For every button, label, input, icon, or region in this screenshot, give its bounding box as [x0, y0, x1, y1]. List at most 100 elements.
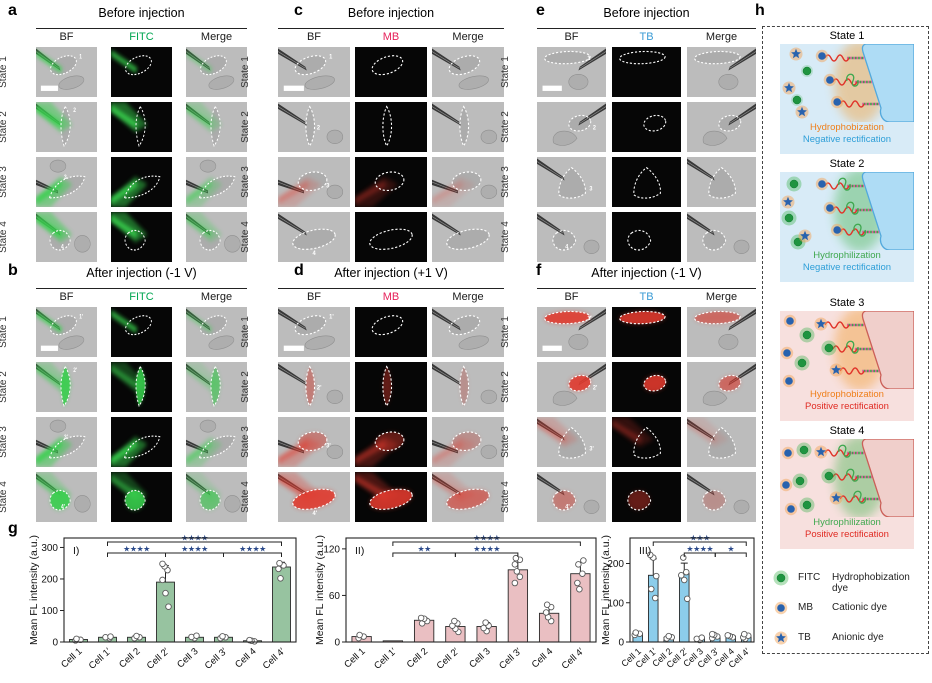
state-2-caption-2: Negative rectification	[802, 261, 892, 273]
state-1-caption-1: Hydrophobization	[810, 122, 884, 133]
svg-text:200: 200	[607, 559, 624, 570]
panel-a-state-label-1: State 1	[0, 56, 9, 88]
svg-text:4': 4'	[565, 504, 570, 510]
panel-e-title-rule	[537, 28, 756, 29]
panel-b-merge-image-state3	[186, 417, 247, 467]
state-3-caption-2: Positive rectification	[805, 400, 889, 412]
panel-c-fl-image-state2	[355, 102, 427, 152]
panel-c-merge-image-state1	[432, 47, 504, 97]
svg-text:I): I)	[73, 545, 79, 557]
svg-text:1: 1	[587, 56, 591, 62]
panel-f-state-label-2: State 2	[500, 371, 511, 403]
panel-a-column-header-merge: Merge	[200, 31, 233, 43]
panel-a-bf-image-state2: 2	[36, 102, 97, 152]
panel-d-merge-image-state1	[432, 307, 504, 357]
panel-f-fl-image-state1	[612, 307, 681, 357]
panel-c-bf-image-state1: 1	[278, 47, 350, 97]
panel-a-merge-image-state2	[186, 102, 247, 152]
panel-f-state-label-1: State 1	[500, 316, 511, 348]
panel-letter-b: b	[8, 262, 18, 279]
panel-b-column-header-bf: BF	[59, 291, 74, 303]
panel-a-bf-image-state1: 1	[36, 47, 97, 97]
panel-d-bf-image-state2: 2'	[278, 362, 350, 412]
svg-text:Cell 1: Cell 1	[342, 646, 367, 670]
panel-e-state-label-3: State 3	[500, 166, 511, 198]
svg-text:0: 0	[334, 638, 340, 649]
schematic-dashed-box	[762, 26, 929, 654]
panel-e-column-header-bf: BF	[564, 31, 579, 43]
panel-letter-e: e	[536, 2, 545, 19]
panel-b-merge-image-state1	[186, 307, 247, 357]
svg-text:200: 200	[41, 574, 58, 585]
panel-f-bf-image-state3: 3'	[537, 417, 606, 467]
legend-dye-label: TB	[798, 632, 811, 643]
panel-b-column-header-fitc: FITC	[129, 291, 154, 303]
panel-b-title: After injection (-1 V)	[86, 266, 197, 280]
panel-c-bf-image-state3: 3	[278, 157, 350, 207]
svg-text:III): III)	[639, 545, 651, 557]
panel-e-merge-image-state2	[687, 102, 756, 152]
chart-III: Mean FL intensity (a.u.) 0 100 200 ★★★ ★★★★ ★ I…	[596, 528, 758, 683]
panel-letter-g: g	[8, 520, 18, 537]
panel-c-bf-image-state4: 4	[278, 212, 350, 262]
legend-item-mb: MB Cationic dye	[770, 596, 922, 620]
state-3-schematic: Hydrophobization Positive rectification	[780, 311, 914, 421]
panel-letter-a: a	[8, 2, 17, 19]
svg-text:1': 1'	[329, 314, 334, 320]
panel-f-fl-image-state4	[612, 472, 681, 522]
panel-e-column-header-merge: Merge	[705, 31, 738, 43]
panel-a-fl-image-state1	[111, 47, 172, 97]
svg-text:Cell 4′: Cell 4′	[560, 646, 587, 672]
state-2-caption-1: Hydrophilization	[813, 250, 881, 261]
state-1-schematic: Hydrophobization Negative rectification	[780, 44, 914, 154]
svg-text:Cell 3: Cell 3	[175, 646, 200, 670]
svg-text:2: 2	[593, 125, 596, 131]
panel-d-fl-image-state4	[355, 472, 427, 522]
svg-text:4: 4	[565, 244, 569, 250]
panel-e-fl-image-state3	[612, 157, 681, 207]
panel-f-column-header-merge: Merge	[705, 291, 738, 303]
panel-d-bf-image-state1: 1'	[278, 307, 350, 357]
panel-d-state-label-3: State 3	[240, 426, 251, 458]
svg-text:4': 4'	[313, 511, 318, 517]
panel-letter-d: d	[294, 262, 304, 279]
panel-d-fl-image-state2	[355, 362, 427, 412]
svg-text:Mean FL intensity (a.u.): Mean FL intensity (a.u.)	[28, 535, 40, 645]
svg-text:3': 3'	[589, 446, 594, 452]
svg-text:3: 3	[326, 183, 330, 189]
panel-b-bf-image-state4: 4'	[36, 472, 97, 522]
state-2-schematic: Hydrophilization Negative rectification	[780, 172, 914, 282]
panel-a-bf-image-state3: 3	[36, 157, 97, 207]
panel-e-column-header-tb: TB	[639, 31, 654, 43]
svg-text:3': 3'	[64, 435, 68, 442]
state-4-schematic: Hydrophilization Positive rectification	[780, 439, 914, 549]
svg-text:★★: ★★	[417, 545, 431, 554]
panel-letter-h: h	[755, 2, 765, 19]
mb-dot-icon	[774, 601, 788, 615]
svg-text:Mean FL intensity (a.u.): Mean FL intensity (a.u.)	[600, 535, 612, 645]
svg-text:★★★★: ★★★★	[181, 545, 208, 554]
svg-text:4: 4	[61, 244, 65, 251]
panel-f-bf-image-state1: 1'	[537, 307, 606, 357]
panel-c-merge-image-state2	[432, 102, 504, 152]
panel-b-bf-image-state1: 1'	[36, 307, 97, 357]
chart-I: Mean FL intensity (a.u.) 0 100 200 300 ★★★★ ★★…	[24, 528, 302, 683]
panel-e-merge-image-state4	[687, 212, 756, 262]
panel-c-merge-image-state4	[432, 212, 504, 262]
panel-c-merge-image-state3	[432, 157, 504, 207]
panel-a-merge-image-state4	[186, 212, 247, 262]
panel-f-state-label-3: State 3	[500, 426, 511, 458]
panel-e-fl-image-state1	[612, 47, 681, 97]
panel-c-state-label-1: State 1	[240, 56, 251, 88]
panel-e-bf-image-state1: 1	[537, 47, 606, 97]
panel-a-fl-image-state2	[111, 102, 172, 152]
svg-text:1': 1'	[587, 316, 592, 322]
svg-text:Cell 4: Cell 4	[233, 646, 258, 670]
svg-text:Cell 1′: Cell 1′	[87, 646, 114, 672]
svg-text:Cell 4′: Cell 4′	[261, 646, 288, 672]
svg-text:300: 300	[41, 543, 58, 554]
svg-text:★★★★: ★★★★	[473, 545, 500, 554]
fitc-dot-icon	[773, 570, 789, 586]
state-1-caption-2: Negative rectification	[802, 133, 892, 145]
svg-text:★★★★: ★★★★	[686, 545, 713, 554]
